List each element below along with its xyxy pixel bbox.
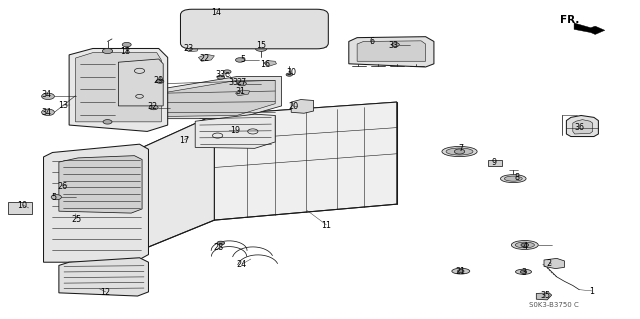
Text: 34: 34 — [41, 108, 51, 117]
Bar — [8, 202, 32, 214]
Polygon shape — [76, 53, 161, 122]
Polygon shape — [291, 100, 314, 113]
Text: 4: 4 — [522, 242, 527, 251]
Text: 11: 11 — [321, 221, 332, 230]
Text: FR.: FR. — [560, 15, 579, 25]
Circle shape — [149, 105, 158, 110]
Circle shape — [217, 241, 225, 245]
Circle shape — [156, 79, 164, 83]
Text: 31: 31 — [235, 87, 245, 96]
Circle shape — [217, 75, 225, 79]
Circle shape — [122, 42, 131, 47]
Text: 34: 34 — [41, 90, 51, 99]
FancyBboxPatch shape — [180, 9, 328, 49]
Circle shape — [42, 109, 54, 115]
Circle shape — [236, 58, 244, 62]
Polygon shape — [59, 156, 142, 213]
Text: 23: 23 — [184, 44, 194, 53]
Text: 21: 21 — [456, 267, 466, 276]
Text: 22: 22 — [200, 54, 210, 63]
Text: 26: 26 — [58, 182, 68, 191]
Text: 29: 29 — [154, 76, 164, 85]
Text: 5: 5 — [241, 55, 246, 63]
Text: 33: 33 — [228, 78, 239, 87]
Polygon shape — [59, 258, 148, 296]
Ellipse shape — [516, 269, 531, 274]
Ellipse shape — [442, 146, 477, 157]
Circle shape — [102, 48, 113, 54]
Text: 30: 30 — [286, 68, 296, 77]
Ellipse shape — [446, 148, 473, 155]
Text: 32: 32 — [147, 102, 157, 111]
Circle shape — [454, 149, 465, 154]
Circle shape — [255, 46, 267, 51]
Text: 7: 7 — [458, 144, 463, 153]
Text: 9: 9 — [492, 158, 497, 167]
Circle shape — [458, 270, 464, 273]
Text: 18: 18 — [120, 47, 130, 56]
Text: 19: 19 — [230, 126, 241, 135]
Text: 20: 20 — [288, 102, 298, 111]
Ellipse shape — [504, 176, 522, 181]
Ellipse shape — [515, 242, 534, 248]
Text: S0K3-B3750 C: S0K3-B3750 C — [529, 302, 579, 308]
Polygon shape — [236, 90, 250, 96]
Polygon shape — [195, 114, 275, 148]
Ellipse shape — [452, 268, 470, 274]
Text: 12: 12 — [100, 288, 111, 297]
Polygon shape — [536, 293, 552, 300]
Circle shape — [51, 195, 61, 200]
Text: 24: 24 — [237, 260, 247, 269]
Circle shape — [520, 270, 527, 273]
Text: 6: 6 — [370, 37, 375, 46]
Ellipse shape — [511, 241, 538, 249]
Polygon shape — [574, 23, 605, 34]
Text: 13: 13 — [58, 101, 68, 110]
Polygon shape — [198, 54, 214, 61]
Circle shape — [223, 70, 231, 74]
Polygon shape — [573, 120, 593, 134]
Text: 10: 10 — [17, 201, 28, 210]
Text: 28: 28 — [214, 243, 224, 252]
Circle shape — [103, 120, 112, 124]
Polygon shape — [165, 80, 275, 116]
Text: 33c: 33c — [216, 70, 230, 78]
Bar — [488, 160, 502, 166]
Polygon shape — [69, 48, 168, 131]
Text: 8: 8 — [515, 173, 520, 182]
Text: 14: 14 — [211, 8, 221, 17]
Polygon shape — [357, 41, 426, 61]
Polygon shape — [186, 46, 198, 52]
Text: 2: 2 — [547, 259, 552, 268]
Polygon shape — [44, 144, 148, 262]
Text: 5: 5 — [52, 193, 57, 202]
Text: 35: 35 — [540, 291, 550, 300]
Text: 1: 1 — [589, 287, 595, 296]
Text: 3: 3 — [521, 268, 526, 277]
Polygon shape — [264, 61, 276, 66]
Circle shape — [286, 73, 292, 76]
Circle shape — [521, 243, 529, 247]
Circle shape — [42, 93, 54, 100]
Text: 16: 16 — [260, 60, 271, 69]
Polygon shape — [566, 115, 598, 137]
Polygon shape — [118, 59, 163, 106]
Polygon shape — [144, 115, 214, 249]
Polygon shape — [349, 37, 434, 67]
Text: 25: 25 — [72, 215, 82, 224]
Polygon shape — [214, 102, 397, 220]
Polygon shape — [144, 102, 397, 147]
Polygon shape — [159, 77, 282, 119]
Polygon shape — [544, 258, 564, 269]
Text: 33: 33 — [388, 41, 399, 50]
Circle shape — [392, 43, 399, 47]
Text: 36: 36 — [574, 123, 584, 132]
Ellipse shape — [500, 174, 526, 182]
Text: 27: 27 — [237, 78, 247, 87]
Circle shape — [237, 81, 246, 86]
Text: 15: 15 — [256, 41, 266, 50]
Text: 17: 17 — [179, 137, 189, 145]
